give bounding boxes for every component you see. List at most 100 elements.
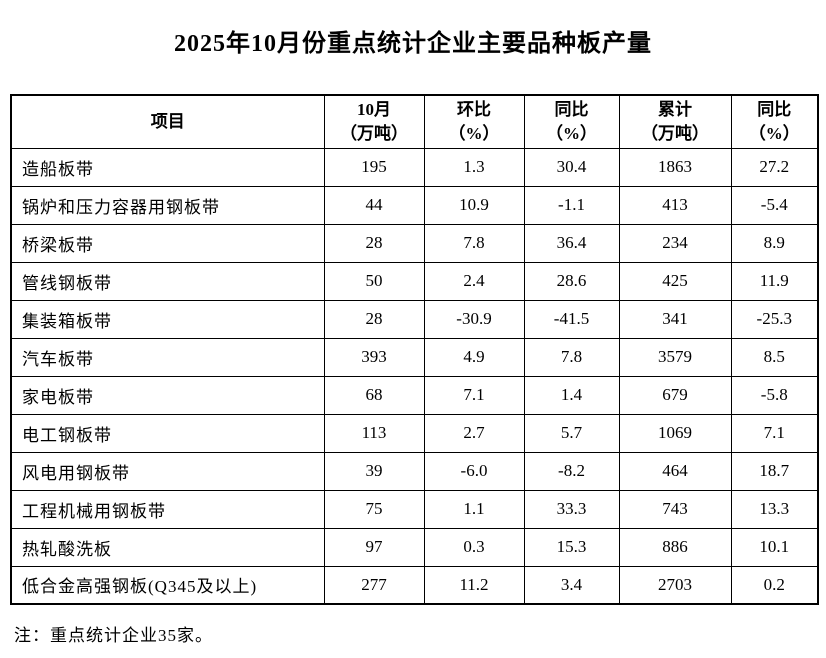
column-header-unit: （万吨） <box>340 123 408 143</box>
value-cell: 10.1 <box>730 527 819 567</box>
value-cell: 3.4 <box>523 565 620 605</box>
table-row: 汽车板带 393 4.9 7.8 3579 8.5 <box>10 337 819 377</box>
value-cell: -1.1 <box>523 185 620 225</box>
table-row: 管线钢板带 50 2.4 28.6 425 11.9 <box>10 261 819 301</box>
table-row: 工程机械用钢板带 75 1.1 33.3 743 13.3 <box>10 489 819 529</box>
value-cell: -6.0 <box>423 451 525 491</box>
value-cell: 277 <box>323 565 425 605</box>
value-cell: 2.7 <box>423 413 525 453</box>
item-name-cell: 管线钢板带 <box>10 261 325 301</box>
value-cell: 11.9 <box>730 261 819 301</box>
value-cell: 28 <box>323 223 425 263</box>
value-cell: 7.1 <box>730 413 819 453</box>
value-cell: 195 <box>323 147 425 187</box>
column-header: 同比 （%） <box>523 94 620 149</box>
table-row: 电工钢板带 113 2.7 5.7 1069 7.1 <box>10 413 819 453</box>
value-cell: 7.8 <box>423 223 525 263</box>
column-header: 项目 <box>10 94 325 149</box>
item-name-cell: 家电板带 <box>10 375 325 415</box>
column-header-label: 同比 <box>757 99 792 119</box>
item-name-cell: 锅炉和压力容器用钢板带 <box>10 185 325 225</box>
table-row: 造船板带 195 1.3 30.4 1863 27.2 <box>10 147 819 187</box>
value-cell: 97 <box>323 527 425 567</box>
column-header-unit: （万吨） <box>641 123 709 143</box>
item-name-cell: 集装箱板带 <box>10 299 325 339</box>
column-header-unit: （%） <box>448 123 500 143</box>
value-cell: 0.3 <box>423 527 525 567</box>
footnote: 注：重点统计企业35家。 <box>14 626 213 645</box>
value-cell: 18.7 <box>730 451 819 491</box>
table-row: 热轧酸洗板 97 0.3 15.3 886 10.1 <box>10 527 819 567</box>
value-cell: 2.4 <box>423 261 525 301</box>
value-cell: 68 <box>323 375 425 415</box>
value-cell: 1863 <box>618 147 732 187</box>
item-name-cell: 汽车板带 <box>10 337 325 377</box>
table-row: 风电用钢板带 39 -6.0 -8.2 464 18.7 <box>10 451 819 491</box>
value-cell: 27.2 <box>730 147 819 187</box>
value-cell: 11.2 <box>423 565 525 605</box>
value-cell: 1.4 <box>523 375 620 415</box>
column-header: 10月 （万吨） <box>323 94 425 149</box>
item-name-cell: 热轧酸洗板 <box>10 527 325 567</box>
column-header-label: 同比 <box>554 99 589 119</box>
column-header: 同比 （%） <box>730 94 819 149</box>
production-table: 项目 10月 （万吨） 环比 （%） 同比 （%） 累计 （万吨） 同比 （%） 造船板带 195 1.… <box>10 94 819 605</box>
item-name-cell: 低合金高强钢板(Q345及以上) <box>10 565 325 605</box>
column-header-label: 项目 <box>150 111 185 131</box>
value-cell: -25.3 <box>730 299 819 339</box>
value-cell: 39 <box>323 451 425 491</box>
value-cell: 234 <box>618 223 732 263</box>
table-row: 集装箱板带 28 -30.9 -41.5 341 -25.3 <box>10 299 819 339</box>
value-cell: 1.1 <box>423 489 525 529</box>
value-cell: -8.2 <box>523 451 620 491</box>
value-cell: 30.4 <box>523 147 620 187</box>
value-cell: 1.3 <box>423 147 525 187</box>
table-body: 造船板带 195 1.3 30.4 1863 27.2 锅炉和压力容器用钢板带 44 10.9-… <box>10 147 819 605</box>
table-row: 低合金高强钢板(Q345及以上) 277 11.2 3.4 2703 0.2 <box>10 565 819 605</box>
value-cell: 33.3 <box>523 489 620 529</box>
table-row: 桥梁板带 28 7.8 36.4 234 8.9 <box>10 223 819 263</box>
value-cell: 393 <box>323 337 425 377</box>
value-cell: 464 <box>618 451 732 491</box>
column-header-label: 10月 <box>357 99 391 119</box>
value-cell: 886 <box>618 527 732 567</box>
column-header-unit: （%） <box>546 123 597 143</box>
column-header: 环比 （%） <box>423 94 525 149</box>
value-cell: 28.6 <box>523 261 620 301</box>
item-name-cell: 工程机械用钢板带 <box>10 489 325 529</box>
column-header: 累计 （万吨） <box>618 94 732 149</box>
value-cell: 15.3 <box>523 527 620 567</box>
value-cell: 341 <box>618 299 732 339</box>
page-title: 2025年10月份重点统计企业主要品种板产量 <box>174 31 652 57</box>
value-cell: 743 <box>618 489 732 529</box>
item-name-cell: 桥梁板带 <box>10 223 325 263</box>
value-cell: 425 <box>618 261 732 301</box>
value-cell: 0.2 <box>730 565 819 605</box>
item-name-cell: 电工钢板带 <box>10 413 325 453</box>
value-cell: 75 <box>323 489 425 529</box>
column-header-unit: （%） <box>748 123 800 143</box>
value-cell: 8.9 <box>730 223 819 263</box>
table-row: 家电板带 68 7.1 1.4 679 -5.8 <box>10 375 819 415</box>
value-cell: 44 <box>323 185 425 225</box>
value-cell: -5.4 <box>730 185 819 225</box>
column-header-label: 累计 <box>658 99 692 119</box>
value-cell: 113 <box>323 413 425 453</box>
value-cell: 5.7 <box>523 413 620 453</box>
value-cell: 2703 <box>618 565 732 605</box>
value-cell: 3579 <box>618 337 732 377</box>
value-cell: 7.8 <box>523 337 620 377</box>
value-cell: 50 <box>323 261 425 301</box>
item-name-cell: 风电用钢板带 <box>10 451 325 491</box>
value-cell: 679 <box>618 375 732 415</box>
value-cell: 8.5 <box>730 337 819 377</box>
item-name-cell: 造船板带 <box>10 147 325 187</box>
value-cell: 13.3 <box>730 489 819 529</box>
table-header-row: 项目 10月 （万吨） 环比 （%） 同比 （%） 累计 （万吨） 同比 （%） <box>10 94 819 149</box>
column-header-label: 环比 <box>457 99 491 119</box>
value-cell: 7.1 <box>423 375 525 415</box>
value-cell: 36.4 <box>523 223 620 263</box>
value-cell: 413 <box>618 185 732 225</box>
value-cell: -41.5 <box>523 299 620 339</box>
